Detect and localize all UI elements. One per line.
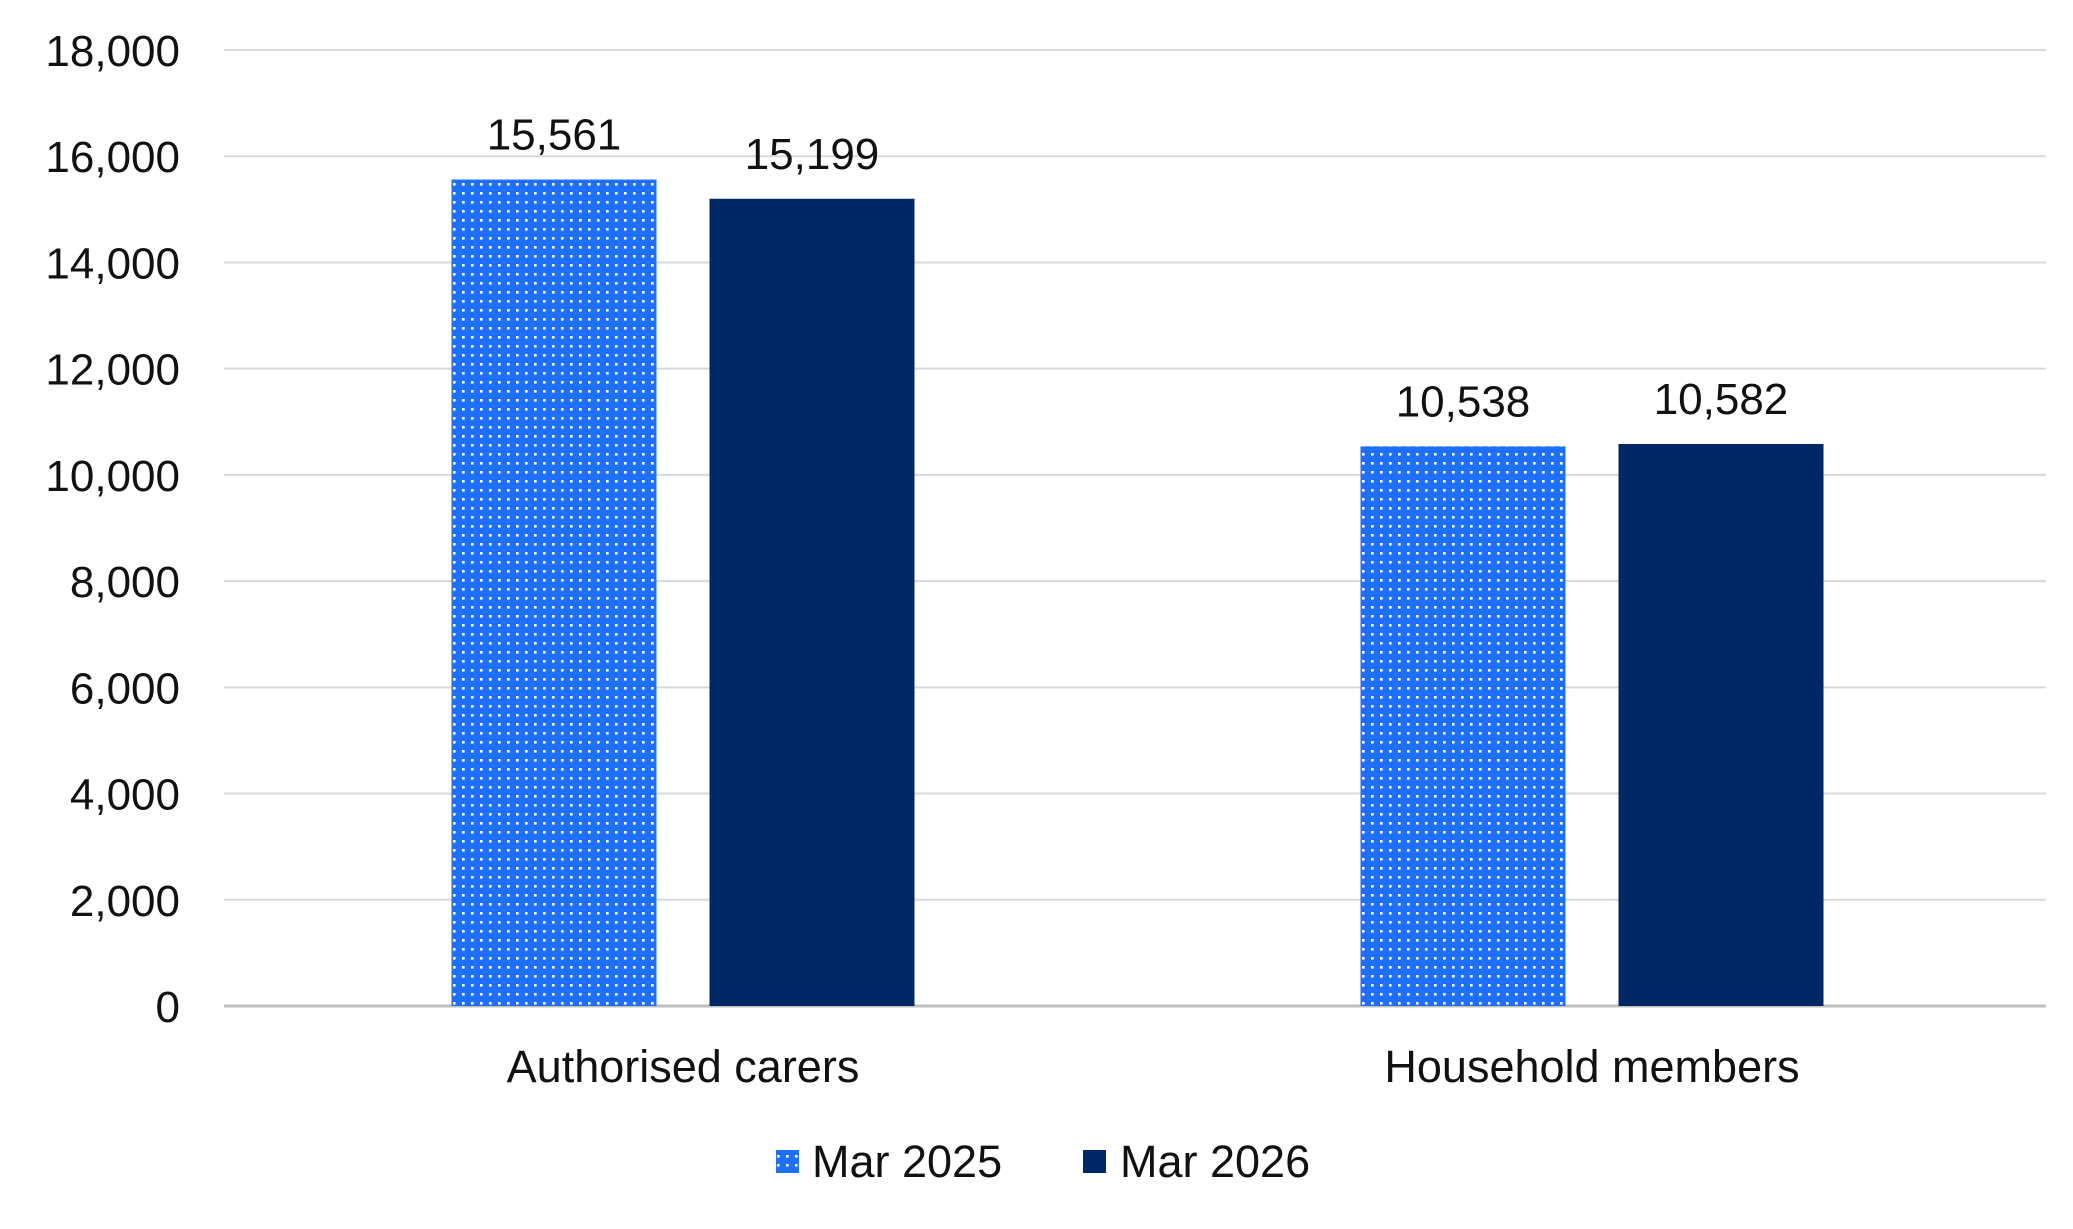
data-label: 10,538 xyxy=(1396,377,1531,426)
bar-mar-2026 xyxy=(1618,443,1824,1006)
y-tick-label: 18,000 xyxy=(45,27,180,76)
y-tick-label: 10,000 xyxy=(45,452,180,501)
y-tick-label: 6,000 xyxy=(70,664,180,713)
y-tick-label: 12,000 xyxy=(45,346,180,395)
bar-mar-2026 xyxy=(709,198,915,1006)
legend-swatch xyxy=(776,1150,799,1173)
y-tick-label: 8,000 xyxy=(70,558,180,607)
y-tick-label: 4,000 xyxy=(70,771,180,820)
y-tick-label: 0 xyxy=(156,983,180,1032)
legend: Mar 2025 Mar 2026 xyxy=(776,1136,1310,1187)
legend-label: Mar 2026 xyxy=(1120,1136,1310,1187)
bar-mar-2025 xyxy=(1360,446,1566,1006)
legend-label: Mar 2025 xyxy=(812,1136,1002,1187)
y-axis-tick-labels: 0 2,000 4,000 6,000 8,000 10,000 12,000 14,000 1… xyxy=(45,27,180,1032)
data-label: 10,582 xyxy=(1654,375,1789,424)
bars xyxy=(451,179,1824,1007)
x-axis-category-labels: Authorised carers Household members xyxy=(507,1041,1800,1092)
bar-mar-2025 xyxy=(451,179,657,1007)
y-tick-label: 14,000 xyxy=(45,239,180,288)
y-tick-label: 2,000 xyxy=(70,877,180,926)
x-category-label: Authorised carers xyxy=(507,1041,860,1092)
x-category-label: Household members xyxy=(1384,1041,1799,1092)
data-label: 15,561 xyxy=(487,111,622,160)
data-label: 15,199 xyxy=(745,130,880,179)
legend-swatch xyxy=(1083,1150,1106,1173)
y-tick-label: 16,000 xyxy=(45,133,180,182)
data-labels: 15,561 10,538 15,199 10,582 xyxy=(487,111,1789,427)
